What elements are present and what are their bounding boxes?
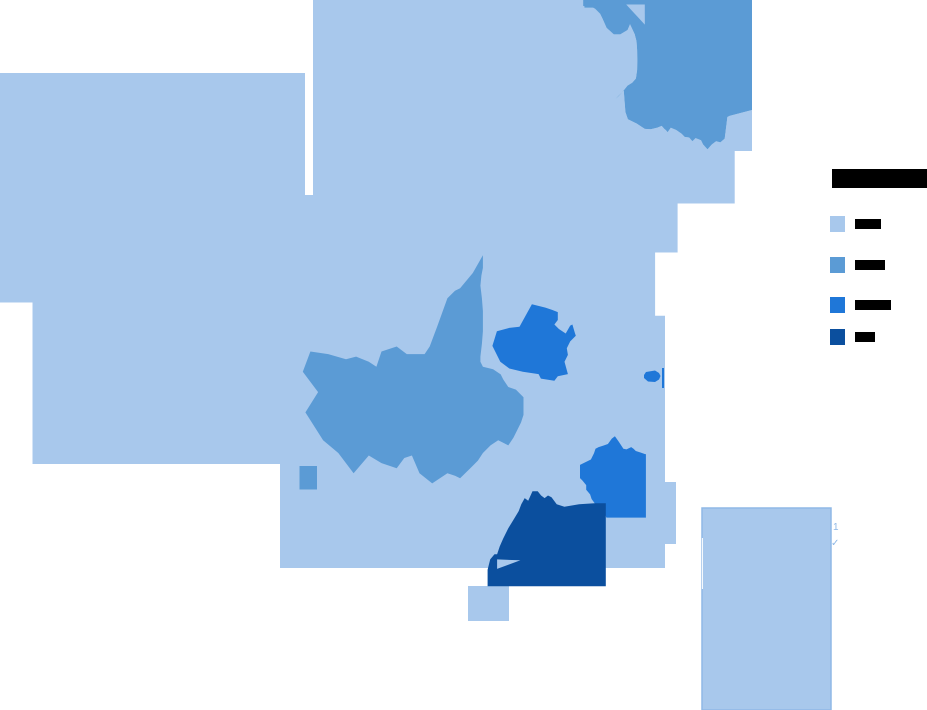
svg-text:1: 1 [833, 522, 839, 533]
svg-text:✓: ✓ [831, 538, 839, 549]
